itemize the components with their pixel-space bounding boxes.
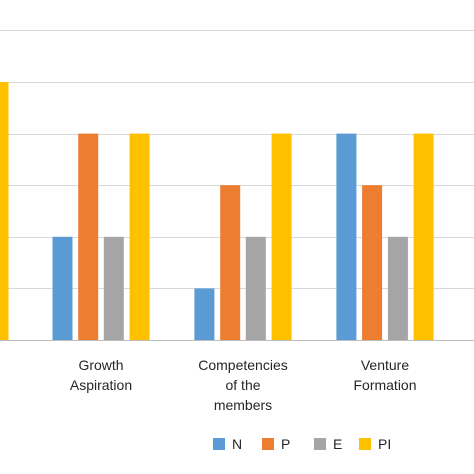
bar-pi-category-3	[271, 133, 292, 340]
bar-e-category-3	[245, 236, 266, 340]
bar-p-category-4	[362, 185, 383, 340]
bar-pi-category-4	[413, 133, 434, 340]
bar-n-category-2	[52, 236, 73, 340]
bar-p-category-2	[78, 133, 99, 340]
legend-swatch	[314, 438, 326, 450]
bars	[0, 82, 434, 340]
bar-p-category-3	[220, 185, 241, 340]
category-label-line: Formation	[353, 377, 416, 393]
legend-swatch	[359, 438, 371, 450]
bar-e-category-4	[387, 236, 408, 340]
category-label-line: Growth	[78, 357, 123, 373]
legend-label: N	[232, 436, 242, 452]
legend-item-p: P	[262, 436, 290, 452]
category-labels: Growth Aspiration Competencies of the member…	[70, 357, 417, 413]
bar-n-category-4	[336, 133, 357, 340]
category-label-line: members	[214, 397, 272, 413]
bar-n-category-3	[194, 288, 215, 340]
legend-swatch	[213, 438, 225, 450]
legend-label: P	[281, 436, 290, 452]
category-label-line: of the	[225, 377, 260, 393]
category-label-line: Aspiration	[70, 377, 132, 393]
category-label-4: Venture Formation	[353, 357, 416, 393]
bar-pi-category-1	[0, 82, 9, 340]
legend-label: PI	[378, 436, 391, 452]
legend: N P E PI	[213, 436, 391, 452]
category-label-3: Competencies of the members	[198, 357, 288, 413]
legend-item-n: N	[213, 436, 242, 452]
legend-item-e: E	[314, 436, 342, 452]
category-label-line: Venture	[361, 357, 409, 373]
legend-item-pi: PI	[359, 436, 391, 452]
legend-label: E	[333, 436, 342, 452]
legend-swatch	[262, 438, 274, 450]
bar-pi-category-2	[129, 133, 150, 340]
bar-e-category-2	[103, 236, 124, 340]
category-label-2: Growth Aspiration	[70, 357, 132, 393]
category-label-line: Competencies	[198, 357, 288, 373]
